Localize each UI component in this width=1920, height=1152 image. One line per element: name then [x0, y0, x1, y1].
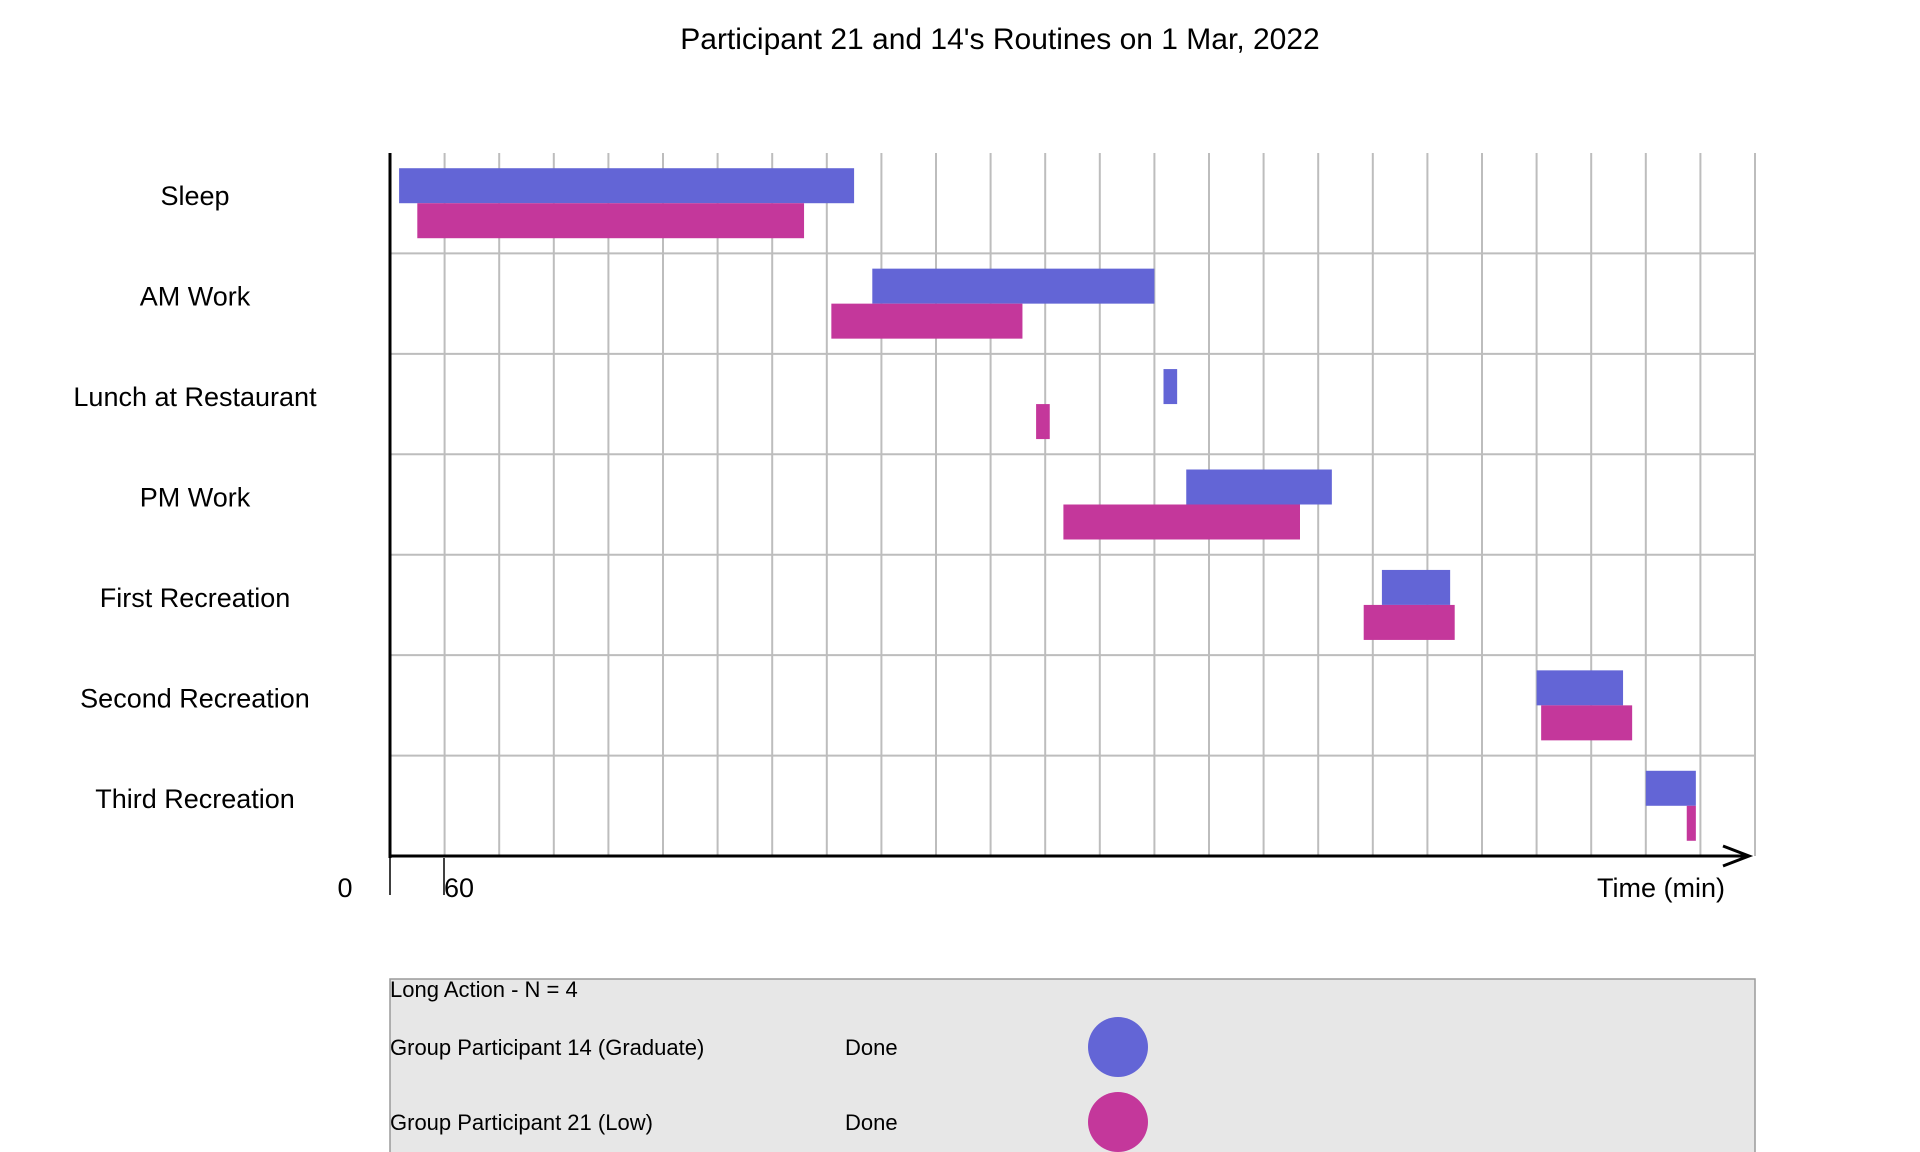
gantt-bar-series-1-pm-work	[1186, 469, 1332, 505]
gantt-bar-series-2-am-work	[831, 303, 1023, 339]
legend: Long Action - N = 4 Group Participant 14…	[389, 977, 1756, 1152]
gantt-bar-series-2-sleep	[417, 203, 805, 239]
category-label: First Recreation	[100, 583, 291, 613]
gantt-bar-series-2-third-recreation	[1686, 805, 1696, 841]
gantt-bar-series-1-lunch-at-restaurant	[1163, 369, 1178, 405]
gantt-bar-series-2-first-recreation	[1363, 604, 1455, 640]
x-axis-title: Time (min)	[1597, 873, 1725, 903]
gantt-bar-series-2-lunch-at-restaurant	[1036, 404, 1050, 440]
gantt-bar-series-1-sleep	[399, 168, 855, 204]
gantt-bar-series-1-third-recreation	[1645, 770, 1696, 806]
legend-series-2-name: Group Participant 21 (Low)	[390, 1110, 653, 1135]
legend-series-1-marker	[1088, 1017, 1148, 1077]
legend-series-2-status: Done	[845, 1110, 898, 1135]
category-labels: Sleep AM Work Lunch at Restaurant PM Work Fi…	[73, 181, 317, 814]
x-tick-label-0: 0	[337, 873, 352, 903]
x-axis-arrow	[1722, 844, 1754, 868]
category-label: PM Work	[140, 483, 251, 513]
legend-series-1-name: Group Participant 14 (Graduate)	[390, 1035, 704, 1060]
gantt-bar-series-2-second-recreation	[1541, 705, 1633, 741]
category-label: Sleep	[160, 181, 229, 211]
category-label: Second Recreation	[80, 683, 310, 713]
x-tick-label-60: 60	[444, 873, 474, 903]
category-label: Lunch at Restaurant	[73, 382, 317, 412]
legend-header: Long Action - N = 4	[390, 977, 578, 1002]
gantt-bar-series-2-pm-work	[1063, 504, 1300, 540]
category-label: Third Recreation	[95, 784, 295, 814]
gantt-bar-series-1-first-recreation	[1381, 569, 1451, 605]
legend-series-1-status: Done	[845, 1035, 898, 1060]
legend-box	[389, 978, 1756, 1152]
chart-title: Participant 21 and 14's Routines on 1 Ma…	[680, 23, 1319, 56]
legend-series-2-marker	[1088, 1092, 1148, 1152]
gantt-bar-series-1-am-work	[872, 268, 1155, 304]
bar-layer	[399, 168, 1696, 841]
gantt-bar-series-1-second-recreation	[1536, 670, 1624, 706]
category-label: AM Work	[140, 282, 251, 312]
